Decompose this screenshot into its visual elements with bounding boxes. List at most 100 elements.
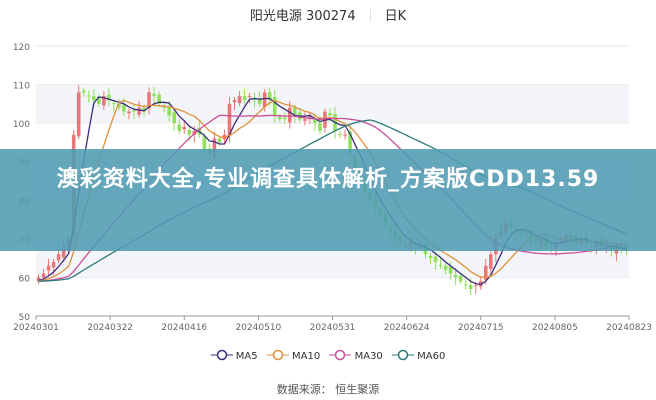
legend-ma60-icon [391, 349, 414, 361]
candle-body [489, 254, 493, 269]
candle-body [122, 104, 126, 112]
candle-body [56, 254, 61, 261]
candle-body [247, 96, 252, 98]
candle-body [212, 138, 217, 158]
y-tick-label: 110 [13, 82, 30, 92]
y-tick-label: 120 [13, 43, 30, 53]
x-tick-label: 20240805 [532, 323, 578, 333]
x-tick-label: 20240301 [13, 323, 59, 333]
candle-body [313, 118, 317, 124]
candle-body [152, 93, 156, 97]
legend-ma10[interactable]: MA10 [266, 349, 321, 362]
candle-body [61, 246, 66, 258]
legend-ma5[interactable]: MA5 [210, 349, 258, 362]
data-source: 数据来源： 恒生聚源 [276, 383, 380, 396]
candle-body [137, 107, 141, 115]
candle-body [36, 277, 41, 282]
period-label: 日K [384, 9, 407, 24]
candle-body [473, 285, 478, 287]
candle-body [142, 107, 146, 112]
x-tick-label: 20240715 [458, 323, 504, 333]
candle-body [242, 96, 247, 100]
candle-body [172, 112, 176, 124]
candle-body [328, 113, 332, 116]
candle-body [117, 103, 121, 108]
candle-body [468, 285, 473, 289]
candle-body [483, 265, 488, 280]
candle-body [157, 94, 161, 104]
legend: MA5 MA10 MA30 MA60 [0, 349, 656, 362]
legend-ma30[interactable]: MA30 [329, 349, 383, 362]
candle-body [187, 130, 192, 135]
legend-ma5-label: MA5 [235, 351, 258, 362]
candle-body [97, 96, 101, 104]
candle-body [428, 255, 433, 259]
candle-body [257, 98, 262, 104]
x-tick-label: 20240531 [310, 323, 356, 333]
candle-body [318, 123, 322, 131]
x-tick-label: 20240510 [235, 323, 281, 333]
y-tick-label: 50 [19, 313, 31, 323]
candle-body [267, 92, 272, 100]
candle-body [222, 134, 227, 140]
candle-body [343, 134, 347, 136]
candle-body [448, 266, 453, 274]
candle-body [237, 96, 242, 104]
x-tick-label: 20240416 [161, 323, 207, 333]
candle-body [112, 103, 116, 105]
x-tick-label: 20240322 [87, 323, 133, 333]
candle-body [147, 92, 151, 109]
candle-body [192, 130, 197, 135]
candle-body [348, 131, 352, 154]
stock-name: 阳光电源 300274 [249, 9, 356, 24]
candle-body [338, 133, 342, 135]
candle-body [86, 95, 91, 97]
y-tick-label: 60 [19, 274, 31, 284]
candle-body [76, 92, 81, 137]
candle-body [51, 262, 56, 268]
candle-body [132, 110, 136, 112]
x-tick-label: 20240624 [384, 323, 430, 333]
candle-body [91, 96, 96, 100]
chart-title: 阳光电源 300274 日K [0, 5, 656, 24]
legend-ma5-icon [210, 349, 233, 361]
candle-body [463, 284, 468, 286]
candle-body [303, 119, 307, 121]
candle-body [287, 107, 292, 123]
candle-body [107, 94, 111, 100]
y-tick-label: 100 [13, 120, 30, 130]
candle-body [272, 96, 277, 116]
candle-body [232, 100, 237, 103]
candle-body [182, 127, 187, 130]
legend-ma30-icon [329, 349, 352, 361]
candle-body [127, 111, 131, 114]
candle-body [41, 273, 46, 278]
candle-body [277, 116, 282, 120]
legend-ma60[interactable]: MA60 [391, 349, 446, 362]
legend-ma60-label: MA60 [417, 351, 446, 362]
candle-body [81, 90, 86, 93]
candle-body [217, 138, 222, 143]
candle-body [262, 92, 267, 107]
title-divider [369, 9, 371, 21]
x-tick-label: 20240823 [606, 323, 652, 333]
legend-ma10-label: MA10 [292, 351, 321, 362]
candle-body [202, 136, 207, 151]
legend-ma10-icon [266, 349, 289, 361]
legend-ma30-label: MA30 [354, 351, 383, 362]
candle-body [227, 103, 232, 137]
candle-body [162, 106, 166, 108]
candle-body [282, 117, 287, 120]
banner-text: 澳彩资料大全,专业调查具体解析_方案版CDD13.59 [56, 167, 600, 192]
candle-body [102, 96, 106, 106]
candle-body [293, 107, 297, 116]
candle-body [458, 275, 463, 282]
candle-body [438, 265, 443, 267]
candle-body [177, 124, 182, 131]
overlay-banner: 澳彩资料大全,专业调查具体解析_方案版CDD13.59 [0, 149, 656, 251]
candle-body [167, 107, 171, 116]
candle-body [308, 115, 312, 118]
candle-body [433, 256, 438, 262]
candle-body [46, 265, 51, 271]
candle-body [453, 275, 458, 278]
